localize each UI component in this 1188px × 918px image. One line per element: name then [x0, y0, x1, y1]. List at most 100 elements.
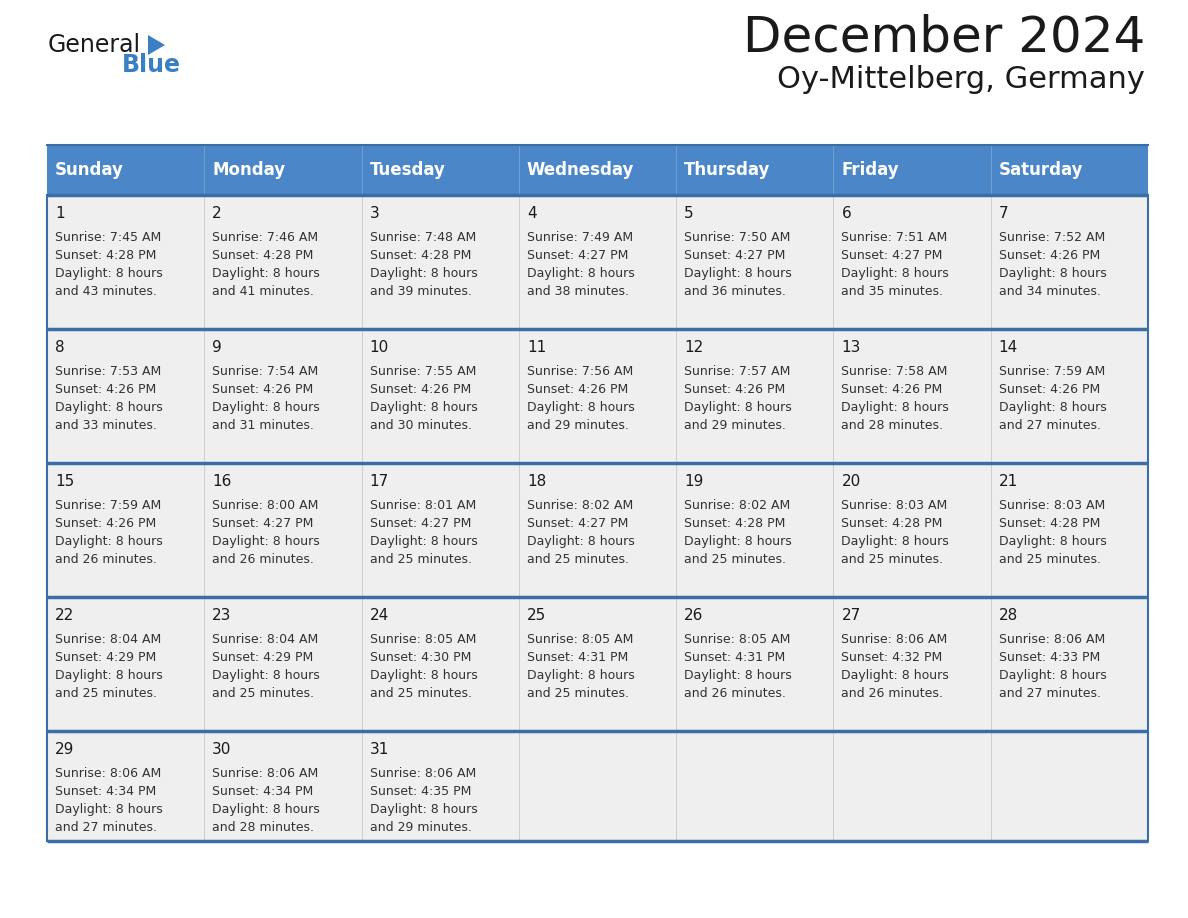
- Text: 7: 7: [999, 206, 1009, 221]
- Bar: [204, 597, 361, 731]
- Bar: [48, 731, 204, 841]
- Text: and 25 minutes.: and 25 minutes.: [526, 553, 628, 566]
- Text: Sunrise: 7:55 AM: Sunrise: 7:55 AM: [369, 365, 476, 378]
- Bar: [834, 597, 991, 731]
- Text: Sunrise: 7:52 AM: Sunrise: 7:52 AM: [999, 231, 1105, 244]
- Text: Daylight: 8 hours: Daylight: 8 hours: [213, 669, 320, 682]
- Text: 19: 19: [684, 474, 703, 489]
- Bar: [48, 145, 1148, 195]
- Bar: [48, 463, 204, 597]
- Text: Sunday: Sunday: [55, 161, 124, 179]
- Text: 22: 22: [55, 608, 74, 623]
- Bar: [48, 329, 204, 463]
- Text: 28: 28: [999, 608, 1018, 623]
- Text: Daylight: 8 hours: Daylight: 8 hours: [684, 669, 792, 682]
- Text: and 25 minutes.: and 25 minutes.: [684, 553, 786, 566]
- Text: Sunset: 4:27 PM: Sunset: 4:27 PM: [684, 249, 785, 262]
- Bar: [834, 463, 991, 597]
- Bar: [204, 731, 361, 841]
- Text: Sunset: 4:26 PM: Sunset: 4:26 PM: [684, 383, 785, 396]
- Text: and 27 minutes.: and 27 minutes.: [55, 821, 157, 834]
- Text: Saturday: Saturday: [999, 161, 1083, 179]
- Text: and 27 minutes.: and 27 minutes.: [999, 419, 1101, 432]
- Text: December 2024: December 2024: [742, 14, 1145, 62]
- Bar: [676, 329, 834, 463]
- Text: Sunrise: 7:56 AM: Sunrise: 7:56 AM: [526, 365, 633, 378]
- Bar: [519, 731, 676, 841]
- Text: Sunrise: 8:06 AM: Sunrise: 8:06 AM: [55, 767, 162, 780]
- Text: and 25 minutes.: and 25 minutes.: [369, 687, 472, 700]
- Text: Daylight: 8 hours: Daylight: 8 hours: [55, 267, 163, 280]
- Bar: [834, 731, 991, 841]
- Text: Blue: Blue: [122, 53, 181, 77]
- Text: and 29 minutes.: and 29 minutes.: [369, 821, 472, 834]
- Text: Sunrise: 7:50 AM: Sunrise: 7:50 AM: [684, 231, 790, 244]
- Text: and 35 minutes.: and 35 minutes.: [841, 285, 943, 298]
- Text: Sunset: 4:29 PM: Sunset: 4:29 PM: [213, 651, 314, 664]
- Text: Sunrise: 7:54 AM: Sunrise: 7:54 AM: [213, 365, 318, 378]
- Bar: [991, 731, 1148, 841]
- Text: Sunrise: 7:53 AM: Sunrise: 7:53 AM: [55, 365, 162, 378]
- Text: 5: 5: [684, 206, 694, 221]
- Bar: [676, 731, 834, 841]
- Text: 3: 3: [369, 206, 379, 221]
- Text: and 43 minutes.: and 43 minutes.: [55, 285, 157, 298]
- Bar: [361, 463, 519, 597]
- Text: 17: 17: [369, 474, 388, 489]
- Text: and 38 minutes.: and 38 minutes.: [526, 285, 628, 298]
- Text: Sunset: 4:34 PM: Sunset: 4:34 PM: [213, 785, 314, 798]
- Bar: [204, 195, 361, 329]
- Text: Sunrise: 7:57 AM: Sunrise: 7:57 AM: [684, 365, 790, 378]
- Bar: [991, 329, 1148, 463]
- Text: Sunrise: 7:46 AM: Sunrise: 7:46 AM: [213, 231, 318, 244]
- Text: Sunrise: 8:05 AM: Sunrise: 8:05 AM: [526, 633, 633, 646]
- Text: 29: 29: [55, 742, 75, 757]
- Text: 2: 2: [213, 206, 222, 221]
- Text: and 31 minutes.: and 31 minutes.: [213, 419, 314, 432]
- Text: Sunset: 4:26 PM: Sunset: 4:26 PM: [213, 383, 314, 396]
- Bar: [991, 463, 1148, 597]
- Text: 9: 9: [213, 340, 222, 355]
- Text: 31: 31: [369, 742, 388, 757]
- Text: Daylight: 8 hours: Daylight: 8 hours: [526, 267, 634, 280]
- Text: Sunset: 4:31 PM: Sunset: 4:31 PM: [526, 651, 628, 664]
- Text: Sunset: 4:27 PM: Sunset: 4:27 PM: [526, 517, 628, 530]
- Text: Sunset: 4:31 PM: Sunset: 4:31 PM: [684, 651, 785, 664]
- Text: Sunset: 4:27 PM: Sunset: 4:27 PM: [369, 517, 470, 530]
- Text: Daylight: 8 hours: Daylight: 8 hours: [55, 669, 163, 682]
- Text: Daylight: 8 hours: Daylight: 8 hours: [213, 267, 320, 280]
- Text: Sunset: 4:28 PM: Sunset: 4:28 PM: [55, 249, 157, 262]
- Text: Sunrise: 8:06 AM: Sunrise: 8:06 AM: [841, 633, 948, 646]
- Text: Sunrise: 8:06 AM: Sunrise: 8:06 AM: [999, 633, 1105, 646]
- Text: 30: 30: [213, 742, 232, 757]
- Text: Daylight: 8 hours: Daylight: 8 hours: [213, 803, 320, 816]
- Text: Sunset: 4:27 PM: Sunset: 4:27 PM: [841, 249, 943, 262]
- Bar: [204, 329, 361, 463]
- Text: Daylight: 8 hours: Daylight: 8 hours: [369, 803, 478, 816]
- Text: Wednesday: Wednesday: [526, 161, 634, 179]
- Text: Daylight: 8 hours: Daylight: 8 hours: [369, 401, 478, 414]
- Text: Daylight: 8 hours: Daylight: 8 hours: [999, 401, 1106, 414]
- Text: and 33 minutes.: and 33 minutes.: [55, 419, 157, 432]
- Text: Sunset: 4:26 PM: Sunset: 4:26 PM: [369, 383, 470, 396]
- Text: Sunrise: 8:00 AM: Sunrise: 8:00 AM: [213, 499, 318, 512]
- Text: 26: 26: [684, 608, 703, 623]
- Text: Daylight: 8 hours: Daylight: 8 hours: [526, 535, 634, 548]
- Text: 23: 23: [213, 608, 232, 623]
- Text: and 25 minutes.: and 25 minutes.: [369, 553, 472, 566]
- Text: Sunset: 4:26 PM: Sunset: 4:26 PM: [55, 383, 157, 396]
- Text: Sunrise: 8:06 AM: Sunrise: 8:06 AM: [213, 767, 318, 780]
- Text: 27: 27: [841, 608, 860, 623]
- Text: and 26 minutes.: and 26 minutes.: [841, 687, 943, 700]
- Text: Sunset: 4:27 PM: Sunset: 4:27 PM: [526, 249, 628, 262]
- Text: 14: 14: [999, 340, 1018, 355]
- Bar: [204, 463, 361, 597]
- Text: and 28 minutes.: and 28 minutes.: [841, 419, 943, 432]
- Text: and 25 minutes.: and 25 minutes.: [999, 553, 1101, 566]
- Text: Sunset: 4:33 PM: Sunset: 4:33 PM: [999, 651, 1100, 664]
- Text: 10: 10: [369, 340, 388, 355]
- Text: Sunset: 4:28 PM: Sunset: 4:28 PM: [369, 249, 470, 262]
- Text: 20: 20: [841, 474, 860, 489]
- Text: General: General: [48, 33, 141, 57]
- Text: 11: 11: [526, 340, 546, 355]
